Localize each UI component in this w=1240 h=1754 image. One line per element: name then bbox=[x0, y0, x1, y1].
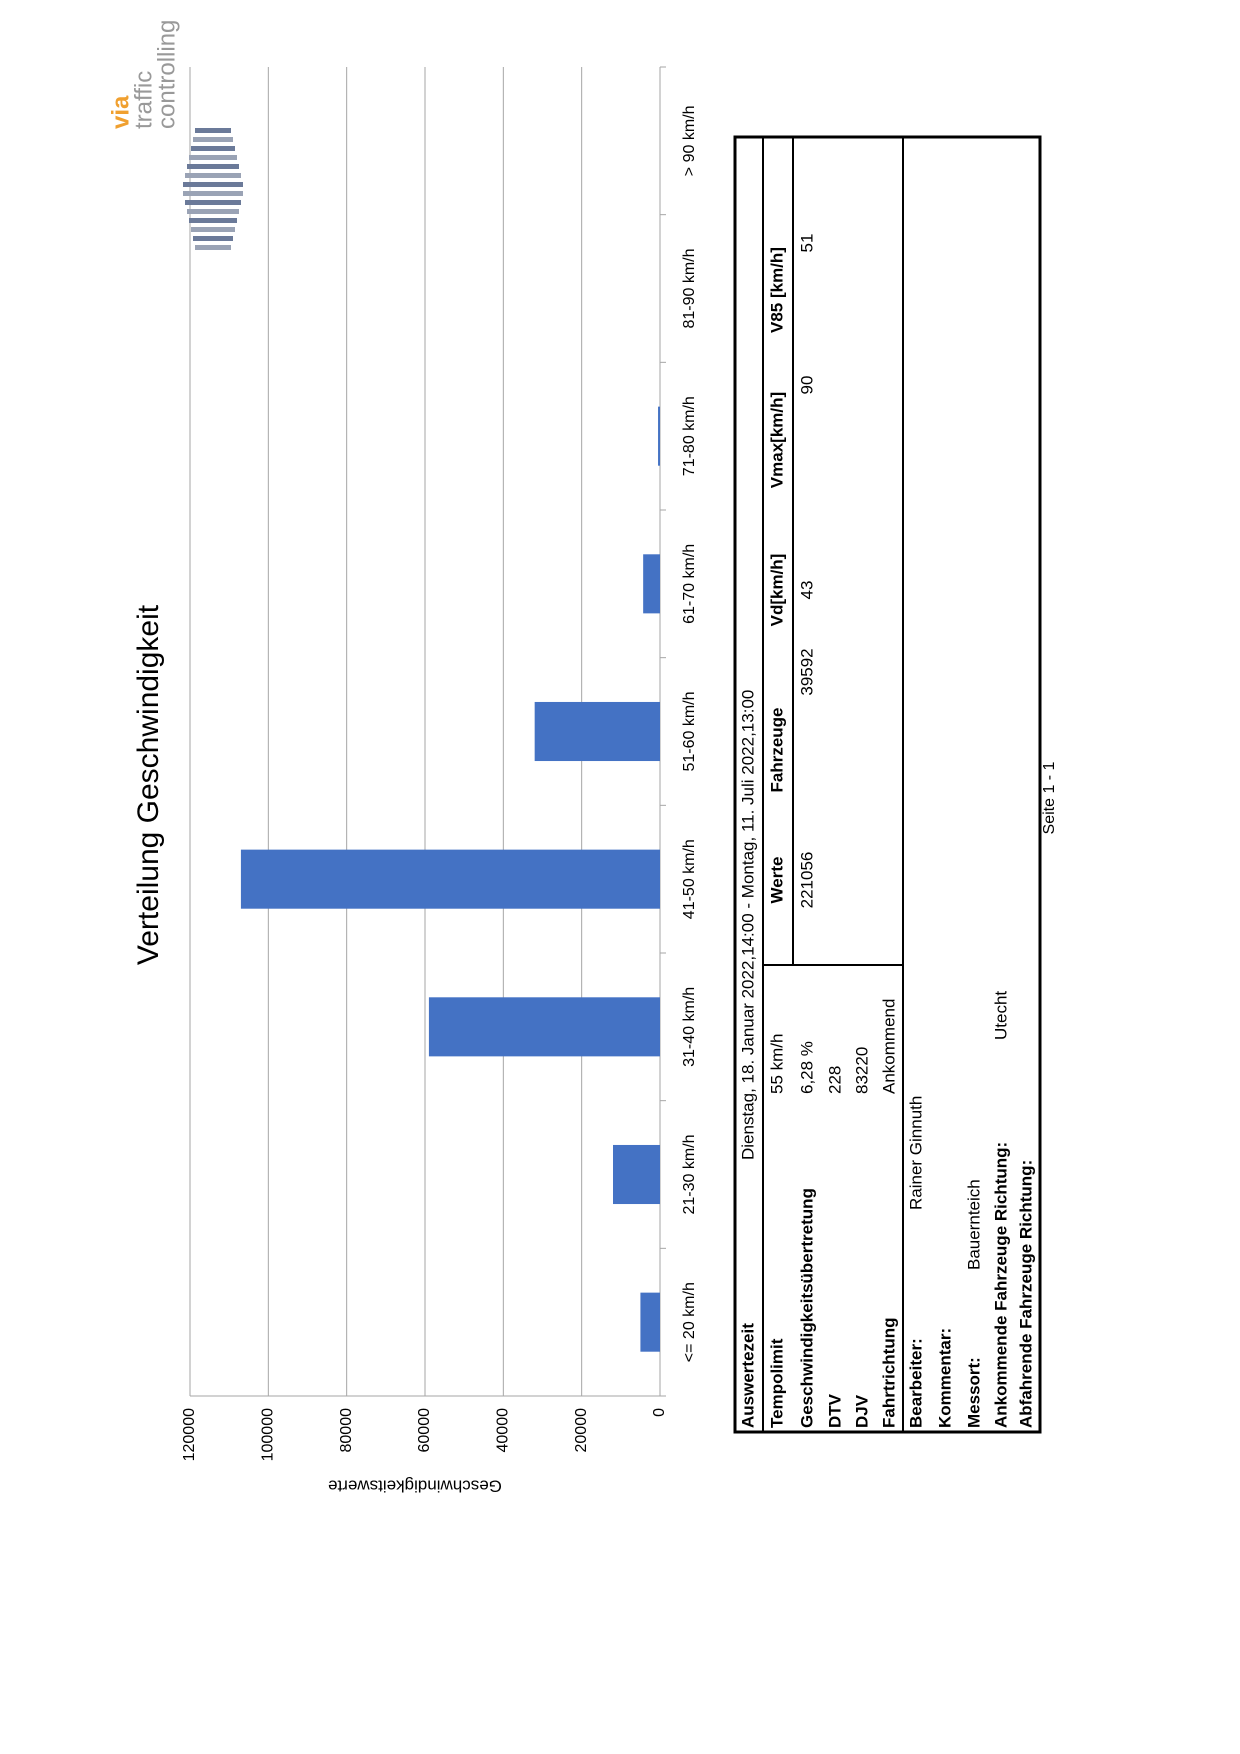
info-label: Kommentar: bbox=[935, 1328, 954, 1428]
logo-stripe bbox=[183, 191, 243, 196]
x-tick-label: 61-70 km/h bbox=[681, 544, 698, 624]
bar bbox=[240, 849, 661, 909]
row-label: DTV bbox=[825, 1393, 844, 1428]
period-label: Auswertezeit bbox=[738, 1323, 757, 1428]
info-value: Utecht bbox=[991, 991, 1010, 1040]
logo-stripe bbox=[189, 155, 237, 160]
stats-header: V85 [km/h] bbox=[767, 247, 786, 333]
row-value: 6,28 % bbox=[797, 1041, 816, 1094]
logo-stripe bbox=[189, 218, 237, 223]
chart-title: Verteilung Geschwindigkeit bbox=[132, 604, 165, 965]
y-tick-label: 80000 bbox=[338, 1408, 355, 1453]
table-frame bbox=[733, 135, 1042, 1434]
x-tick-label: 81-90 km/h bbox=[681, 248, 698, 328]
row-label: Fahrtrichtung bbox=[879, 1318, 898, 1429]
logo-stripe bbox=[191, 227, 235, 232]
logo-controlling: controlling bbox=[153, 20, 180, 129]
row-label: DJV bbox=[852, 1394, 871, 1428]
bar bbox=[613, 1144, 660, 1205]
bar bbox=[640, 1292, 661, 1352]
info-label: Bearbeiter: bbox=[906, 1338, 925, 1428]
y-tick-label: 120000 bbox=[181, 1408, 198, 1461]
stats-header: Fahrzeuge bbox=[767, 707, 786, 792]
period-value: Dienstag, 18. Januar 2022,14:00 - Montag… bbox=[738, 690, 757, 1160]
stats-header: Vd[km/h] bbox=[767, 554, 786, 627]
x-tick-label: 21-30 km/h bbox=[681, 1134, 698, 1214]
stats-value: 90 bbox=[797, 376, 816, 395]
stats-header: Werte bbox=[767, 857, 786, 904]
logo-traffic: traffic bbox=[130, 71, 157, 129]
logo-stripe bbox=[193, 137, 233, 142]
x-tick-label: 31-40 km/h bbox=[681, 987, 698, 1067]
footer: Seite 1 - 1 bbox=[1041, 761, 1058, 834]
y-axis-title: Geschwindigkeitswerte bbox=[328, 1477, 502, 1496]
x-tick-label: <= 20 km/h bbox=[681, 1282, 698, 1362]
row-value: 228 bbox=[825, 1066, 844, 1094]
logo-stripe bbox=[195, 128, 231, 133]
stats-value: 221056 bbox=[797, 852, 816, 909]
info-value: Bauernteich bbox=[964, 1179, 983, 1270]
logo-stripe bbox=[191, 146, 235, 151]
info-label: Ankommende Fahrzeuge Richtung: bbox=[991, 1142, 1010, 1428]
logo-stripe bbox=[193, 236, 233, 241]
row-label: Geschwindigkeitsübertretung bbox=[797, 1188, 816, 1428]
y-tick-label: 20000 bbox=[573, 1408, 590, 1453]
y-tick-label: 40000 bbox=[495, 1408, 512, 1453]
row-value: Ankommend bbox=[879, 999, 898, 1094]
stats-header: Vmax[km/h] bbox=[767, 392, 786, 488]
row-value: 83220 bbox=[852, 1047, 871, 1094]
bar bbox=[643, 554, 660, 614]
info-label: Messort: bbox=[964, 1357, 983, 1428]
bar bbox=[534, 701, 661, 762]
y-tick-label: 100000 bbox=[260, 1408, 277, 1461]
info-label: Abfahrende Fahrzeuge Richtung: bbox=[1016, 1160, 1035, 1428]
row-value: 55 km/h bbox=[767, 1034, 786, 1094]
logo-stripe bbox=[187, 209, 239, 214]
logo-stripe bbox=[195, 245, 231, 250]
bar bbox=[428, 997, 660, 1057]
x-tick-label: 51-60 km/h bbox=[681, 691, 698, 771]
logo-via: via bbox=[107, 95, 134, 129]
x-tick-label: > 90 km/h bbox=[681, 105, 698, 176]
row-label: Tempolimit bbox=[767, 1338, 786, 1428]
logo-stripe bbox=[187, 164, 239, 169]
logo-stripe bbox=[183, 182, 243, 187]
stats-value: 39592 bbox=[797, 648, 816, 695]
logo-stripe bbox=[185, 173, 241, 178]
x-tick-label: 41-50 km/h bbox=[681, 839, 698, 919]
x-tick-label: 71-80 km/h bbox=[681, 396, 698, 476]
y-tick-label: 60000 bbox=[416, 1408, 433, 1453]
logo-stripe bbox=[185, 200, 241, 205]
y-tick-label: 0 bbox=[651, 1408, 668, 1417]
info-value: Rainer Ginnuth bbox=[906, 1096, 925, 1210]
stats-value: 43 bbox=[797, 581, 816, 600]
stats-value: 51 bbox=[797, 234, 816, 253]
bar bbox=[658, 406, 661, 466]
